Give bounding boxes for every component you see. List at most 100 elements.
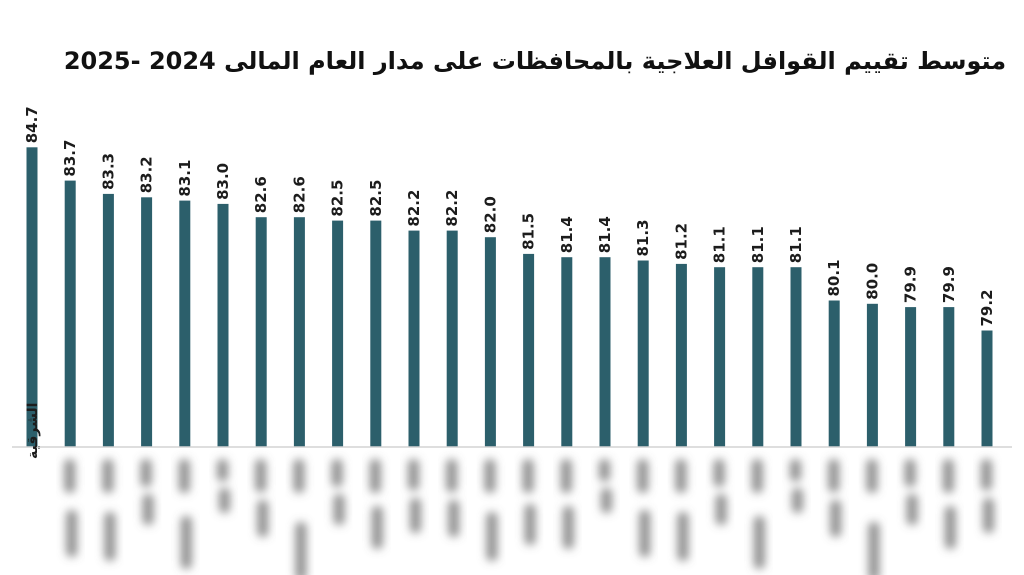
category-label-12-blurred — [446, 459, 460, 537]
value-label-12: 82.2 — [443, 190, 461, 227]
bar-26 — [981, 330, 993, 447]
bar-20 — [752, 267, 764, 447]
value-label-7: 82.6 — [252, 176, 270, 213]
category-label-14-blurred — [522, 459, 536, 545]
category-label-8-blurred — [293, 459, 307, 575]
category-label-25-blurred — [942, 459, 956, 549]
blur-smudge — [601, 488, 612, 513]
category-label-20-blurred — [751, 459, 765, 569]
blur-smudge — [675, 459, 687, 493]
value-label-14: 81.5 — [520, 213, 538, 250]
category-label-26-blurred — [981, 459, 994, 533]
category-label-19-blurred — [713, 459, 727, 525]
bar-18 — [675, 263, 687, 447]
value-label-19: 81.1 — [711, 226, 729, 263]
value-label-10: 82.5 — [367, 180, 385, 217]
blur-smudge — [217, 459, 228, 482]
value-labels-group: 84.7 83.7 83.3 83.2 83.1 83.0 82.6 82.6 82.5 82.5… — [23, 106, 996, 326]
blur-smudge — [868, 522, 880, 575]
value-label-11: 82.2 — [405, 190, 423, 227]
value-label-6: 83.0 — [214, 163, 232, 200]
value-label-25: 79.9 — [940, 266, 958, 303]
blur-smudge — [102, 459, 114, 493]
bar-6 — [217, 203, 229, 447]
blur-smudge — [715, 494, 727, 525]
category-label-18-blurred — [675, 459, 689, 561]
bar-1 — [26, 147, 38, 448]
blur-smudge — [66, 510, 78, 557]
blur-smudge — [524, 504, 536, 545]
value-label-9: 82.5 — [329, 180, 347, 217]
bar-19 — [714, 267, 726, 447]
blur-smudge — [484, 459, 496, 493]
blur-smudge — [219, 488, 230, 513]
bar-11 — [408, 230, 420, 447]
bar-10 — [370, 220, 382, 447]
value-label-3: 83.3 — [99, 153, 117, 190]
bar-25 — [943, 307, 955, 447]
blur-smudge — [599, 459, 610, 482]
blur-smudge — [562, 506, 574, 549]
blur-smudge — [448, 500, 460, 537]
blur-smudge — [560, 459, 572, 493]
blur-smudge — [408, 459, 419, 491]
category-label-2-blurred — [64, 459, 78, 557]
value-label-15: 81.4 — [558, 216, 576, 253]
value-label-21: 81.1 — [787, 226, 805, 263]
blur-smudge — [904, 459, 916, 487]
blur-smudge — [293, 459, 305, 493]
blur-smudge — [751, 459, 763, 493]
category-label-5-blurred — [178, 459, 192, 569]
blur-smudge — [257, 500, 269, 537]
value-label-23: 80.0 — [863, 263, 881, 300]
value-label-20: 81.1 — [749, 226, 767, 263]
blur-smudge — [866, 459, 878, 493]
category-label-1: الشرقية — [25, 403, 41, 459]
bar-13 — [484, 237, 496, 447]
category-label-22-blurred — [828, 459, 842, 537]
blur-smudge — [331, 459, 343, 487]
value-label-26: 79.2 — [978, 289, 996, 326]
blur-smudge — [713, 459, 725, 487]
blur-smudge — [333, 494, 345, 525]
blur-smudge — [178, 459, 190, 493]
blur-smudge — [410, 498, 421, 533]
bar-8 — [293, 217, 305, 447]
category-label-10-blurred — [369, 459, 383, 549]
blur-smudge — [255, 459, 267, 493]
blur-smudge — [104, 512, 116, 561]
bar-2 — [64, 180, 76, 447]
value-label-2: 83.7 — [61, 140, 79, 177]
value-label-16: 81.4 — [596, 216, 614, 253]
blur-smudge — [677, 512, 689, 561]
blur-smudge — [486, 512, 498, 561]
bar-15 — [561, 257, 573, 447]
blur-smudge — [371, 506, 383, 549]
blur-smudge — [637, 459, 649, 493]
category-label-9-blurred — [331, 459, 345, 525]
value-label-13: 82.0 — [481, 196, 499, 233]
blur-smudge — [446, 459, 458, 493]
category-label-11-blurred — [408, 459, 421, 533]
blur-smudge — [295, 522, 307, 575]
bar-14 — [523, 253, 535, 447]
value-label-22: 80.1 — [825, 259, 843, 296]
blur-smudge — [983, 498, 994, 533]
blur-smudge — [142, 494, 154, 525]
blur-smudge — [830, 500, 842, 537]
value-label-24: 79.9 — [902, 266, 920, 303]
blur-smudge — [944, 506, 956, 549]
value-label-4: 83.2 — [138, 156, 156, 193]
blur-smudge — [753, 516, 765, 569]
category-label-7-blurred — [255, 459, 269, 537]
bars-group — [26, 147, 993, 448]
bar-17 — [637, 260, 649, 447]
bar-22 — [828, 300, 840, 447]
category-label-24-blurred — [904, 459, 918, 525]
value-label-1: 84.7 — [23, 106, 41, 143]
bar-7 — [255, 217, 267, 447]
value-label-8: 82.6 — [290, 176, 308, 213]
category-label-17-blurred — [637, 459, 651, 557]
blur-smudge — [180, 516, 192, 569]
